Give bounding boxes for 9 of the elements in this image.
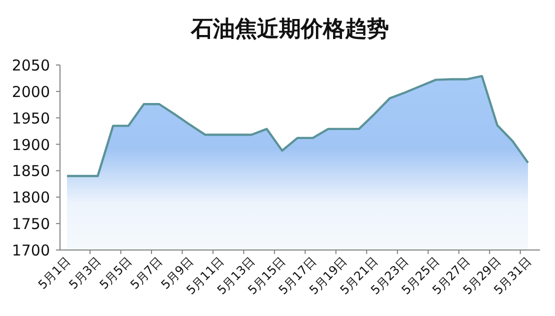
y-tick-label: 1850 — [12, 162, 50, 180]
y-tick-label: 2050 — [12, 56, 50, 74]
y-tick-label: 1750 — [12, 215, 50, 234]
chart-title: 石油焦近期价格趋势 — [190, 17, 389, 42]
y-tick-label: 1950 — [12, 109, 50, 128]
y-tick-label: 1900 — [12, 136, 50, 154]
y-tick-label: 1700 — [12, 242, 50, 260]
y-tick-label: 1800 — [12, 188, 50, 207]
y-tick-label: 2000 — [12, 82, 50, 101]
